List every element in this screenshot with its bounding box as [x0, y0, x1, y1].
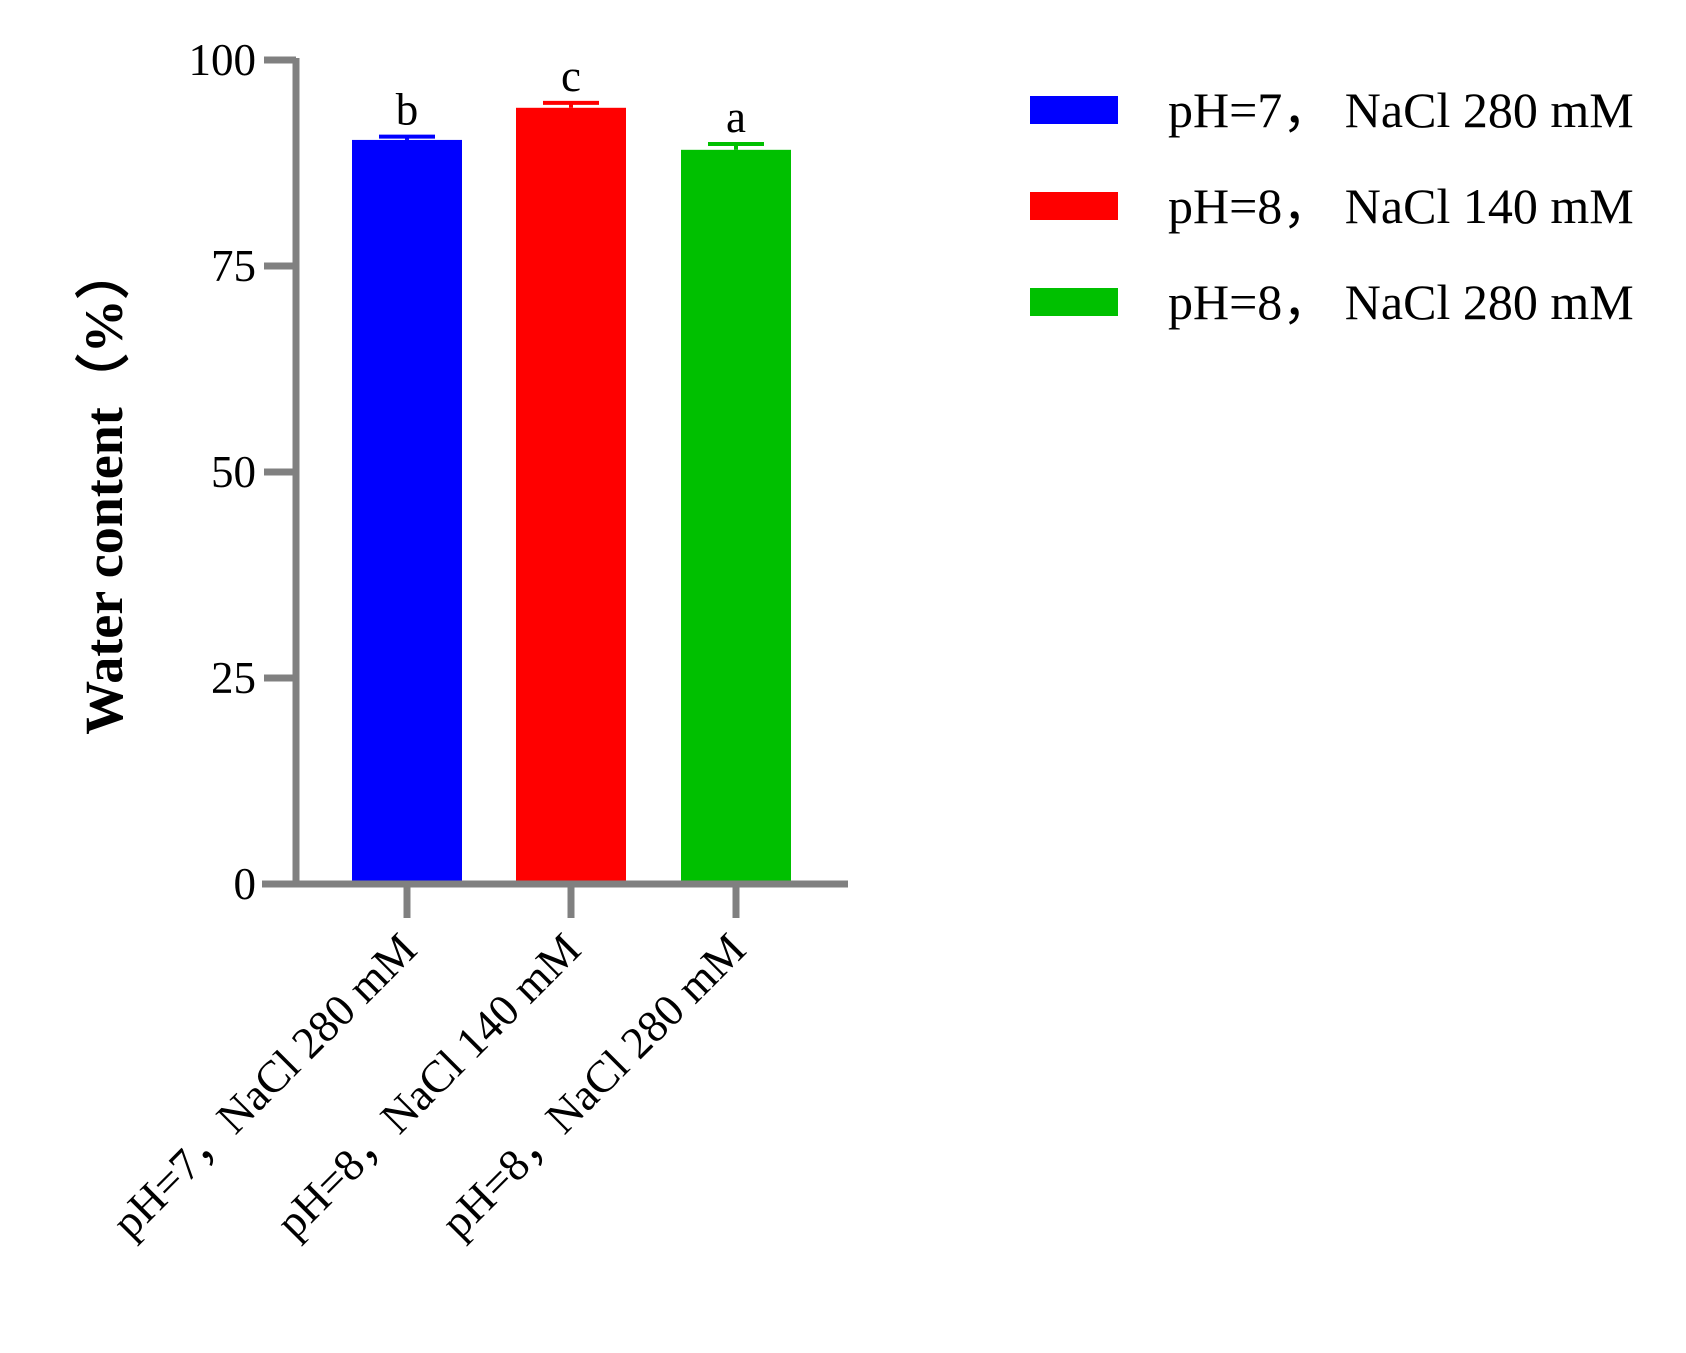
error-bar-1 [379, 134, 435, 140]
y-tick-label-0: 0 [234, 859, 257, 909]
x-tick-label-1: pH=7，NaCl 280 mM [102, 924, 426, 1248]
legend-swatch-1 [1030, 96, 1118, 124]
legend-item-1: pH=7， NaCl 280 mM [1030, 82, 1634, 138]
legend: pH=7， NaCl 280 mM pH=8， NaCl 140 mM pH=8， … [1030, 82, 1634, 330]
error-bar-3 [708, 142, 764, 150]
plot-area: b c a 0 25 50 75 100 pH=7，NaCl 280 mMpH=8，NaCl… [102, 35, 848, 1247]
bars [352, 107, 791, 885]
y-axis-ticks: 0 25 50 75 100 [189, 35, 296, 909]
y-axis-title: Water content（%） [74, 245, 134, 734]
legend-label-1: pH=7， NaCl 280 mM [1168, 82, 1634, 138]
significance-labels: bca [396, 51, 746, 142]
legend-swatch-2 [1030, 192, 1118, 220]
significance-label-1: b [396, 85, 419, 135]
legend-label-2: pH=8， NaCl 140 mM [1168, 178, 1634, 234]
bar-1 [352, 139, 462, 885]
legend-item-3: pH=8， NaCl 280 mM [1030, 274, 1634, 330]
error-bar-2 [543, 100, 599, 108]
y-tick-label-25: 25 [211, 653, 256, 703]
significance-label-3: a [726, 92, 746, 142]
bar-2 [516, 107, 626, 885]
error-bars [379, 100, 764, 150]
significance-label-2: c [561, 51, 581, 101]
x-tick-label-3: pH=8，NaCl 280 mM [431, 924, 755, 1248]
y-tick-label-75: 75 [211, 241, 256, 291]
legend-item-2: pH=8， NaCl 140 mM [1030, 178, 1634, 234]
legend-label-3: pH=8， NaCl 280 mM [1168, 274, 1634, 330]
x-tick-label-2: pH=8，NaCl 140 mM [266, 924, 590, 1248]
legend-swatch-3 [1030, 288, 1118, 316]
bar-3 [681, 149, 791, 885]
y-tick-label-100: 100 [189, 35, 257, 85]
y-tick-label-50: 50 [211, 447, 256, 497]
